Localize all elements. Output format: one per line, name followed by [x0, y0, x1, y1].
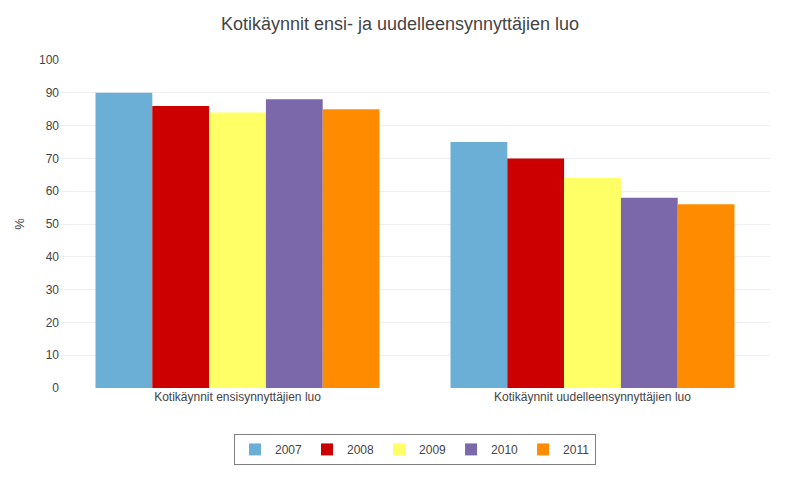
svg-text:Kotikäynnit ensisynnyttäjien l: Kotikäynnit ensisynnyttäjien luo: [154, 390, 321, 404]
svg-text:60: 60: [46, 184, 60, 198]
svg-text:2010: 2010: [491, 443, 518, 457]
svg-text:Kotikäynnit ensi- ja uudelleen: Kotikäynnit ensi- ja uudelleensynnyttäji…: [221, 14, 579, 34]
svg-text:30: 30: [46, 283, 60, 297]
svg-text:0: 0: [52, 381, 59, 395]
svg-text:100: 100: [39, 53, 59, 67]
svg-text:Kotikäynnit uudelleensynnyttäj: Kotikäynnit uudelleensynnyttäjien luo: [494, 390, 691, 404]
svg-text:40: 40: [46, 250, 60, 264]
svg-text:2009: 2009: [419, 443, 446, 457]
svg-text:70: 70: [46, 152, 60, 166]
svg-text:90: 90: [46, 86, 60, 100]
svg-text:%: %: [12, 218, 27, 230]
svg-text:2007: 2007: [275, 443, 302, 457]
svg-text:50: 50: [46, 217, 60, 231]
svg-text:80: 80: [46, 119, 60, 133]
svg-text:2011: 2011: [563, 443, 589, 457]
svg-text:2008: 2008: [347, 443, 374, 457]
svg-text:20: 20: [46, 316, 60, 330]
svg-text:10: 10: [46, 348, 60, 362]
